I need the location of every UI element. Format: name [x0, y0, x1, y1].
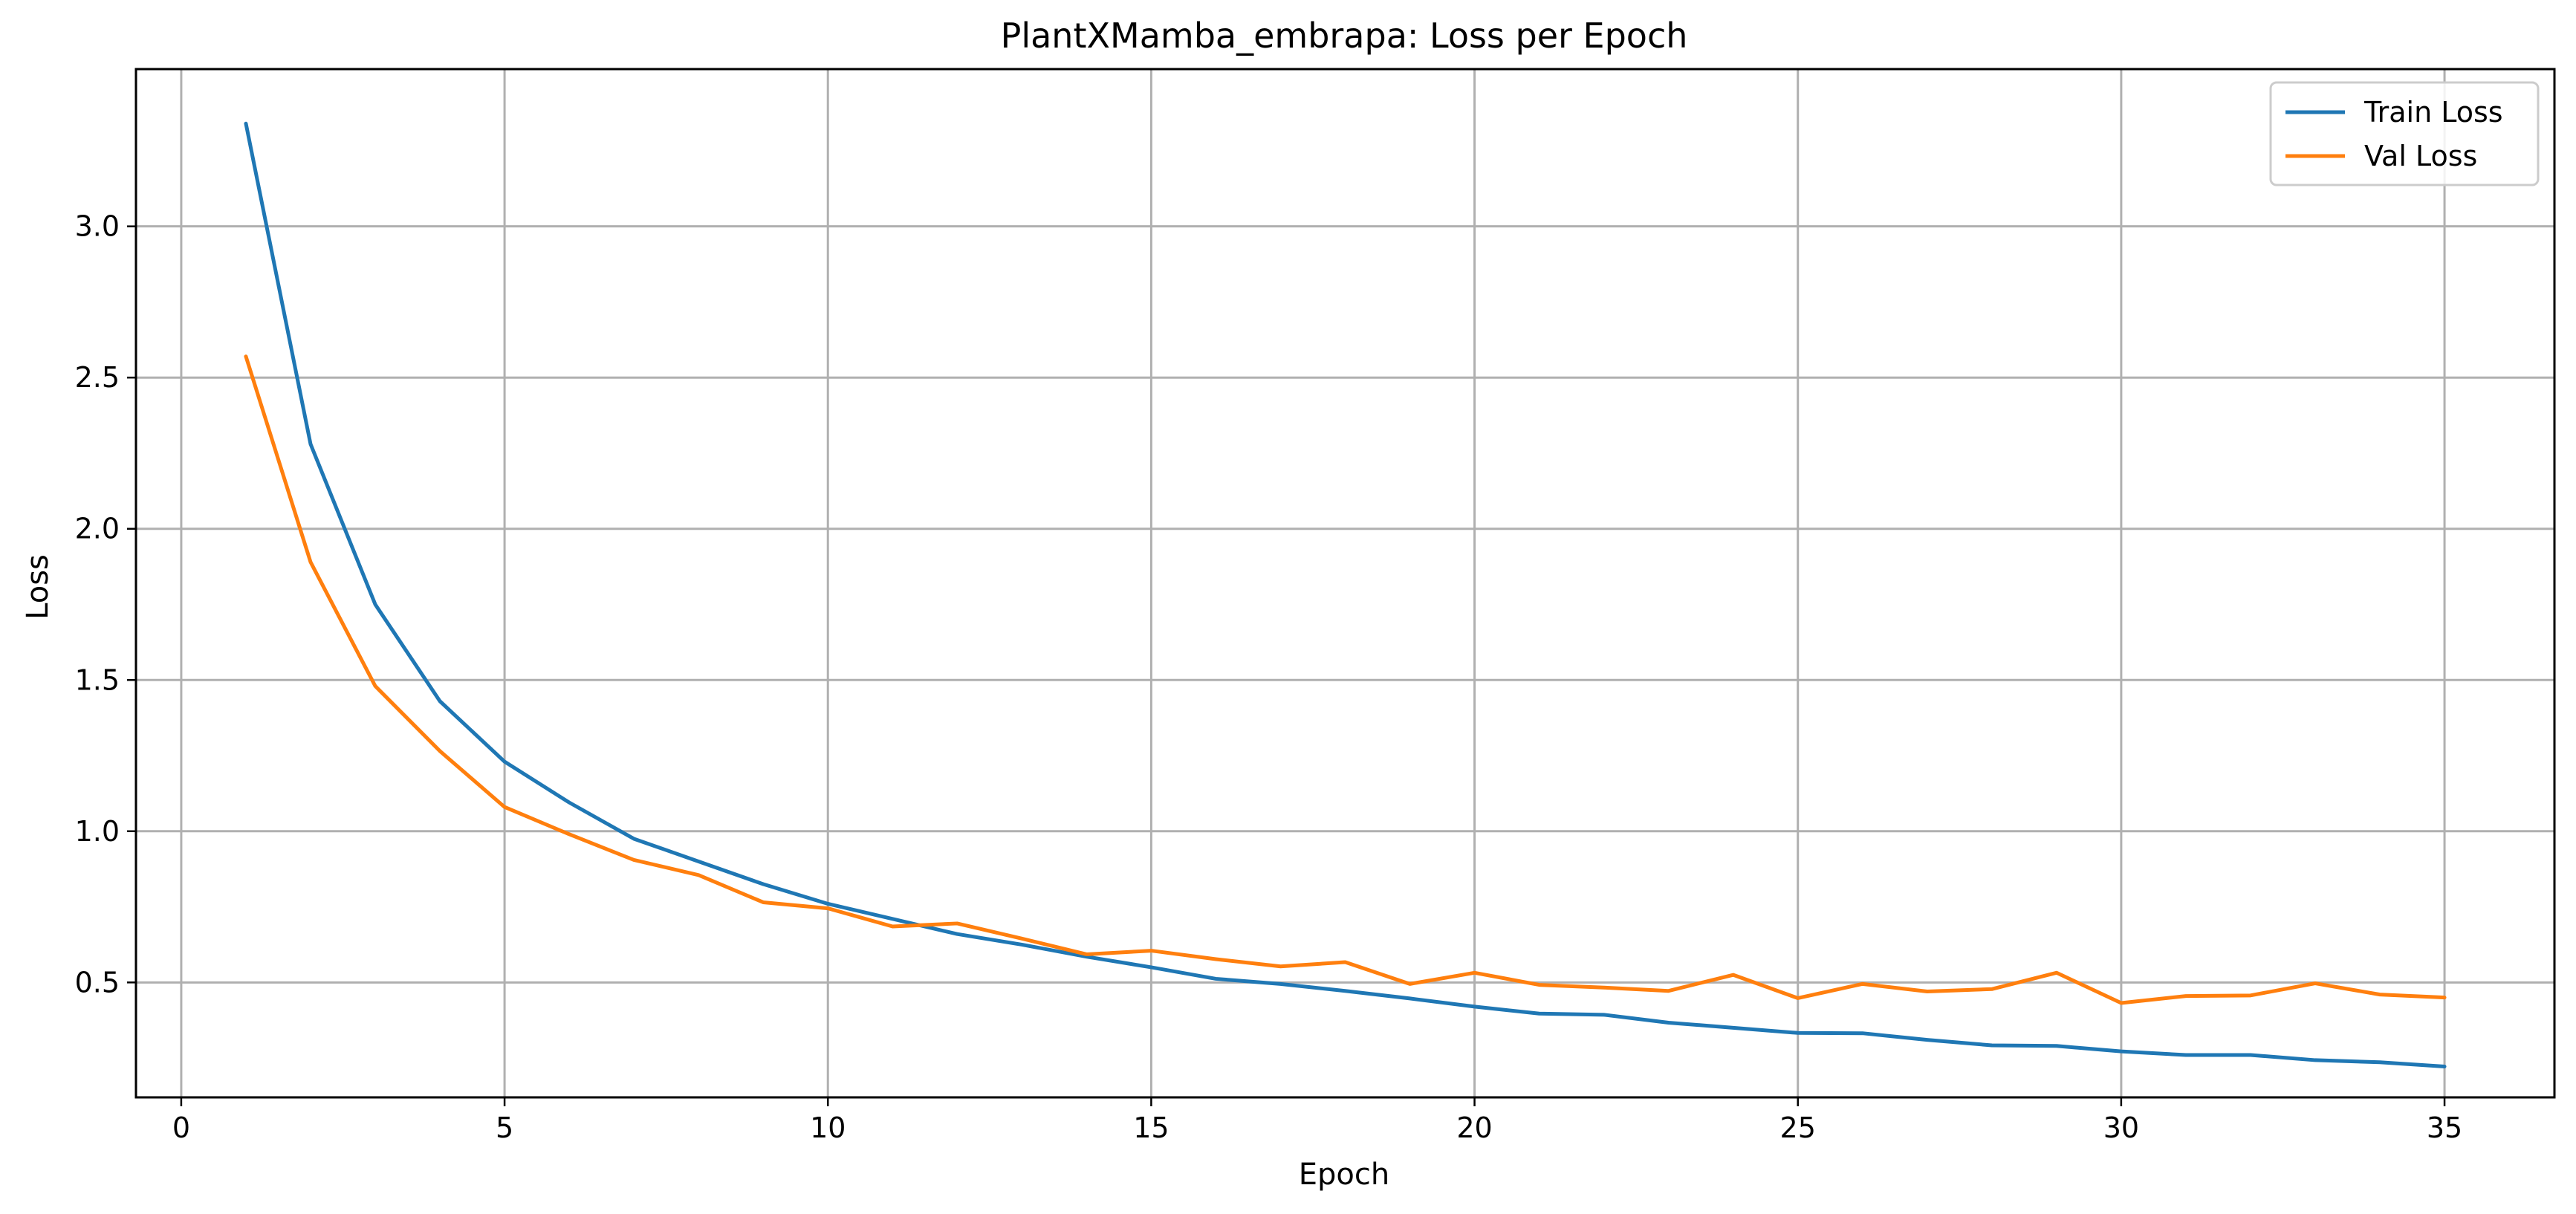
y-tick-label: 1.0	[75, 815, 120, 848]
y-axis-label: Loss	[21, 554, 55, 620]
x-tick-label: 35	[2427, 1111, 2462, 1144]
y-tick-label: 3.0	[75, 210, 120, 243]
y-tick-label: 2.5	[75, 361, 120, 394]
chart-title: PlantXMamba_embrapa: Loss per Epoch	[1001, 16, 1688, 56]
x-tick-label: 20	[1456, 1111, 1492, 1144]
series-line-train-loss	[244, 121, 2447, 1068]
grid	[136, 69, 2554, 1097]
y-tick-label: 0.5	[75, 966, 120, 999]
plot-frame	[134, 68, 2556, 1099]
x-tick-label: 30	[2103, 1111, 2139, 1144]
series-line-val-loss	[244, 354, 2447, 1005]
x-tick-label: 10	[810, 1111, 846, 1144]
x-tick-label: 5	[496, 1111, 513, 1144]
x-axis-label: Epoch	[1299, 1158, 1389, 1192]
y-tick-label: 2.0	[75, 513, 120, 545]
y-tick-label: 1.5	[75, 663, 120, 696]
legend-entry-label: Train Loss	[2364, 96, 2503, 129]
x-tick-label: 0	[172, 1111, 190, 1144]
legend: Train Loss Val Loss	[2269, 81, 2540, 186]
legend-box	[2269, 81, 2540, 186]
x-tick-label: 15	[1133, 1111, 1169, 1144]
legend-entry-label: Val Loss	[2364, 140, 2477, 172]
x-tick-label: 25	[1780, 1111, 1816, 1144]
ticks: 0 5 10 15 20 25 30 35 0.5 1.0 1.5 2.0 2.5 3.0	[75, 210, 2463, 1144]
series-lines	[244, 121, 2447, 1068]
